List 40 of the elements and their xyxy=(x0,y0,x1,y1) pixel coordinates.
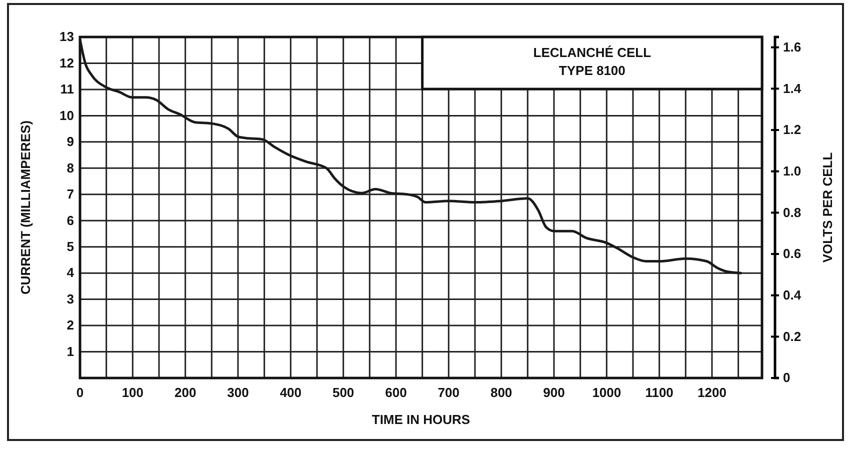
y-tick-label: 2 xyxy=(66,318,74,333)
x-tick-label: 800 xyxy=(490,385,512,400)
x-axis-title: TIME IN HOURS xyxy=(372,412,470,427)
y-tick-label: 9 xyxy=(66,134,74,150)
y-tick-label: 3 xyxy=(66,291,74,306)
x-tick-label: 500 xyxy=(332,385,354,400)
x-tick-label: 1000 xyxy=(592,385,622,400)
y2-tick-label: 1.0 xyxy=(783,163,802,178)
x-tick-label: 400 xyxy=(280,385,302,400)
y-tick-label: 13 xyxy=(60,29,74,44)
y-tick-label: 7 xyxy=(66,186,74,202)
x-tick-label: 900 xyxy=(543,385,565,400)
y-tick-label: 12 xyxy=(60,55,74,70)
y2-tick-label: 1.6 xyxy=(783,39,802,54)
y2-axis-title: VOLTS PER CELL xyxy=(820,152,835,263)
text: LECLANCHÉ CELL xyxy=(533,45,652,60)
y2-tick-label: 0.8 xyxy=(783,204,802,220)
y-tick-label: 11 xyxy=(60,82,74,97)
y-tick-label: 8 xyxy=(66,160,74,176)
y2-tick-label: 1.2 xyxy=(783,122,802,138)
y-tick-label: 1 xyxy=(66,344,74,359)
x-tick-label: 100 xyxy=(122,385,144,400)
y2-tick-label: 0.4 xyxy=(783,287,802,302)
y2-tick-label: 0.2 xyxy=(783,328,802,344)
x-tick-label: 1200 xyxy=(698,385,726,400)
y-tick-label: 5 xyxy=(66,239,74,254)
y-tick-label: 4 xyxy=(66,265,75,280)
y2-tick-label: 0 xyxy=(783,370,790,386)
x-tick-label: 600 xyxy=(385,385,407,400)
text: TYPE 8100 xyxy=(558,63,626,78)
x-tick-label: 1100 xyxy=(645,385,674,400)
x-tick-label: 200 xyxy=(174,385,196,400)
y-tick-label: 6 xyxy=(66,212,74,228)
y2-tick-label: 0.6 xyxy=(783,246,802,262)
x-tick-label: 300 xyxy=(227,385,249,400)
x-tick-label: 700 xyxy=(438,385,460,400)
x-tick-label: 0 xyxy=(76,385,84,400)
y2-tick-label: 1.4 xyxy=(783,80,802,96)
y-tick-label: 10 xyxy=(60,108,74,123)
y-axis-title: CURRENT (MILLIAMPERES) xyxy=(18,120,33,295)
